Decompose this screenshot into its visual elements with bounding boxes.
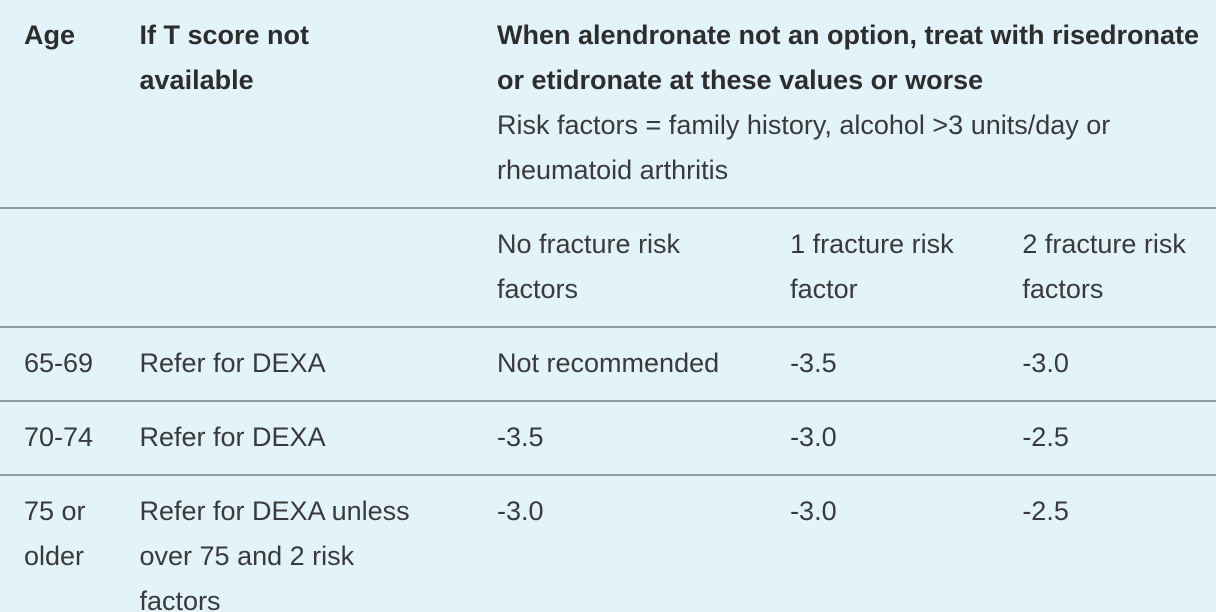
table-row-75-or-older: 75 or older Refer for DEXA unless over 7… <box>0 474 1216 612</box>
no-risk-value: -3.0 <box>497 496 544 526</box>
subheader-row: No fracture risk factors 1 fracture risk… <box>0 207 1216 327</box>
cell-two-risk: -3.0 <box>998 326 1216 401</box>
subheader-two-risk: 2 fracture risk factors <box>998 207 1216 327</box>
subheader-no-risk: No fracture risk factors <box>473 207 767 327</box>
tscore-value: Refer for DEXA unless over 75 and 2 risk… <box>139 496 410 612</box>
two-risk-value: -2.5 <box>1022 496 1069 526</box>
cell-tscore: Refer for DEXA <box>115 326 474 401</box>
header-treatment: When alendronate not an option, treat wi… <box>473 0 1216 208</box>
subheader-one-risk: 1 fracture risk factor <box>766 207 999 327</box>
cell-age: 75 or older <box>0 474 116 612</box>
subheader-empty-tscore <box>115 207 474 327</box>
cell-one-risk: -3.0 <box>766 474 999 612</box>
no-risk-value: Not recommended <box>497 348 720 378</box>
cell-tscore: Refer for DEXA <box>115 400 474 475</box>
header-treatment-title: When alendronate not an option, treat wi… <box>497 20 1200 95</box>
header-row: Age If T score not available When alendr… <box>0 0 1216 208</box>
age-value: 70-74 <box>24 422 94 452</box>
tscore-value: Refer for DEXA <box>139 348 326 378</box>
cell-age: 65-69 <box>0 326 116 401</box>
header-age-label: Age <box>24 20 76 50</box>
age-value: 65-69 <box>24 348 94 378</box>
age-value: 75 or older <box>24 496 86 571</box>
cell-tscore: Refer for DEXA unless over 75 and 2 risk… <box>115 474 474 612</box>
cell-no-risk: -3.0 <box>473 474 767 612</box>
header-risk-factors-note: Risk factors = family history, alcohol >… <box>497 110 1111 185</box>
subheader-empty-age <box>0 207 116 327</box>
header-age: Age <box>0 0 116 208</box>
no-risk-value: -3.5 <box>497 422 544 452</box>
one-risk-value: -3.5 <box>790 348 837 378</box>
subheader-two-risk-label: 2 fracture risk factors <box>1022 229 1186 304</box>
subheader-one-risk-label: 1 fracture risk factor <box>790 229 954 304</box>
cell-no-risk: Not recommended <box>473 326 767 401</box>
one-risk-value: -3.0 <box>790 422 837 452</box>
cell-no-risk: -3.5 <box>473 400 767 475</box>
table-row-65-69: 65-69 Refer for DEXA Not recommended -3.… <box>0 326 1216 401</box>
cell-one-risk: -3.5 <box>766 326 999 401</box>
tscore-value: Refer for DEXA <box>139 422 326 452</box>
header-tscore-label: If T score not available <box>139 20 310 95</box>
table-row-70-74: 70-74 Refer for DEXA -3.5 -3.0 -2.5 <box>0 400 1216 475</box>
two-risk-value: -2.5 <box>1022 422 1069 452</box>
cell-age: 70-74 <box>0 400 116 475</box>
cell-two-risk: -2.5 <box>998 400 1216 475</box>
cell-two-risk: -2.5 <box>998 474 1216 612</box>
one-risk-value: -3.0 <box>790 496 837 526</box>
cell-one-risk: -3.0 <box>766 400 999 475</box>
subheader-no-risk-label: No fracture risk factors <box>497 229 681 304</box>
two-risk-value: -3.0 <box>1022 348 1069 378</box>
header-tscore: If T score not available <box>116 0 474 208</box>
